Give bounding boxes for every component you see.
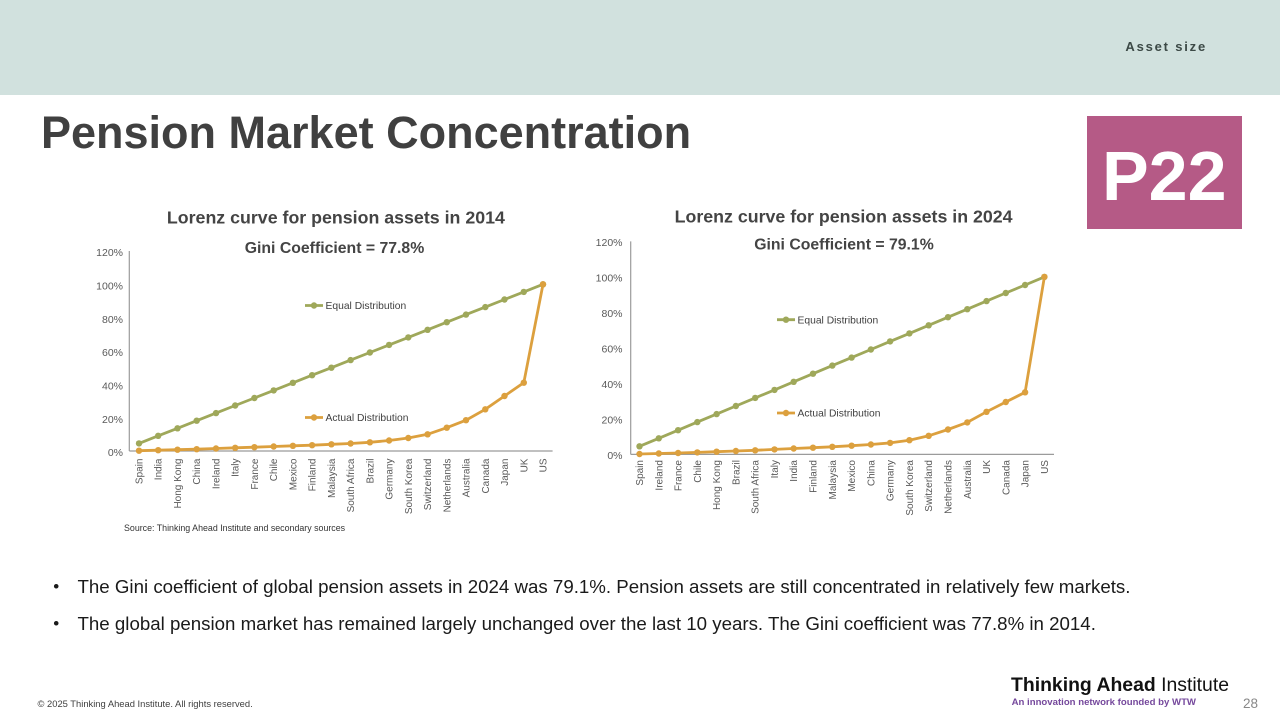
svg-text:40%: 40% xyxy=(102,381,123,393)
svg-text:UK: UK xyxy=(982,460,993,474)
svg-text:US: US xyxy=(539,458,550,472)
svg-text:Germany: Germany xyxy=(886,460,897,501)
svg-text:20%: 20% xyxy=(102,414,123,426)
svg-text:Mexico: Mexico xyxy=(847,460,858,492)
svg-text:Japan: Japan xyxy=(1021,460,1032,487)
svg-text:France: France xyxy=(250,458,261,490)
svg-text:Malaysia: Malaysia xyxy=(327,458,338,498)
svg-text:0%: 0% xyxy=(607,450,622,462)
svg-text:Switzerland: Switzerland xyxy=(924,460,935,512)
svg-text:Netherlands: Netherlands xyxy=(944,460,955,514)
svg-text:120%: 120% xyxy=(96,247,123,259)
svg-text:40%: 40% xyxy=(601,379,622,391)
svg-text:80%: 80% xyxy=(601,308,622,320)
svg-text:60%: 60% xyxy=(601,343,622,355)
svg-text:60%: 60% xyxy=(102,347,123,359)
svg-text:South Africa: South Africa xyxy=(346,458,357,512)
svg-text:Ireland: Ireland xyxy=(654,460,665,491)
svg-text:Finland: Finland xyxy=(308,459,319,492)
svg-text:South Africa: South Africa xyxy=(751,460,762,514)
svg-text:Chile: Chile xyxy=(269,458,280,481)
svg-text:Australia: Australia xyxy=(963,460,974,499)
svg-text:100%: 100% xyxy=(96,281,123,293)
svg-text:Actual Distribution: Actual Distribution xyxy=(798,409,881,420)
svg-text:Ireland: Ireland xyxy=(212,459,223,490)
svg-text:South Korea: South Korea xyxy=(905,460,916,516)
svg-text:Canada: Canada xyxy=(481,458,492,493)
svg-text:Italy: Italy xyxy=(770,460,781,478)
svg-text:Chile: Chile xyxy=(693,460,704,483)
svg-text:Spain: Spain xyxy=(635,460,646,486)
svg-text:Finland: Finland xyxy=(809,460,820,493)
svg-text:Hong Kong: Hong Kong xyxy=(712,460,723,510)
svg-text:Source: Thinking Ahead Institu: Source: Thinking Ahead Institute and sec… xyxy=(124,523,346,533)
svg-text:India: India xyxy=(789,460,800,482)
svg-text:20%: 20% xyxy=(601,414,622,426)
svg-text:Australia: Australia xyxy=(462,458,473,497)
svg-text:Canada: Canada xyxy=(1001,460,1012,495)
svg-text:UK: UK xyxy=(519,458,530,472)
svg-text:South Korea: South Korea xyxy=(404,458,415,514)
svg-text:Japan: Japan xyxy=(500,459,511,486)
svg-text:Gini Coefficient = 79.1%: Gini Coefficient = 79.1% xyxy=(754,236,934,253)
svg-text:Lorenz curve for pension asset: Lorenz curve for pension assets in 2024 xyxy=(675,207,1013,227)
svg-text:Brazil: Brazil xyxy=(365,459,376,484)
svg-text:France: France xyxy=(674,460,685,492)
svg-text:Mexico: Mexico xyxy=(288,458,299,490)
svg-text:China: China xyxy=(192,458,203,485)
svg-text:Actual Distribution: Actual Distribution xyxy=(326,413,409,424)
svg-text:100%: 100% xyxy=(596,272,623,284)
svg-text:Malaysia: Malaysia xyxy=(828,460,839,500)
svg-text:Switzerland: Switzerland xyxy=(423,459,434,511)
svg-text:Equal Distribution: Equal Distribution xyxy=(798,315,879,326)
svg-text:Netherlands: Netherlands xyxy=(442,459,453,513)
svg-text:Hong Kong: Hong Kong xyxy=(173,459,184,509)
svg-text:Lorenz curve for pension asset: Lorenz curve for pension assets in 2014 xyxy=(167,208,505,228)
svg-text:Spain: Spain xyxy=(135,459,146,485)
svg-text:Gini Coefficient = 77.8%: Gini Coefficient = 77.8% xyxy=(245,240,425,257)
svg-text:India: India xyxy=(154,458,165,480)
svg-text:120%: 120% xyxy=(596,237,623,249)
svg-text:Equal Distribution: Equal Distribution xyxy=(326,301,407,312)
svg-text:80%: 80% xyxy=(102,314,123,326)
svg-text:Italy: Italy xyxy=(231,459,242,477)
svg-text:0%: 0% xyxy=(108,447,123,459)
svg-text:China: China xyxy=(866,460,877,487)
svg-text:Germany: Germany xyxy=(385,459,396,500)
svg-text:US: US xyxy=(1040,460,1051,474)
svg-text:Brazil: Brazil xyxy=(731,460,742,485)
